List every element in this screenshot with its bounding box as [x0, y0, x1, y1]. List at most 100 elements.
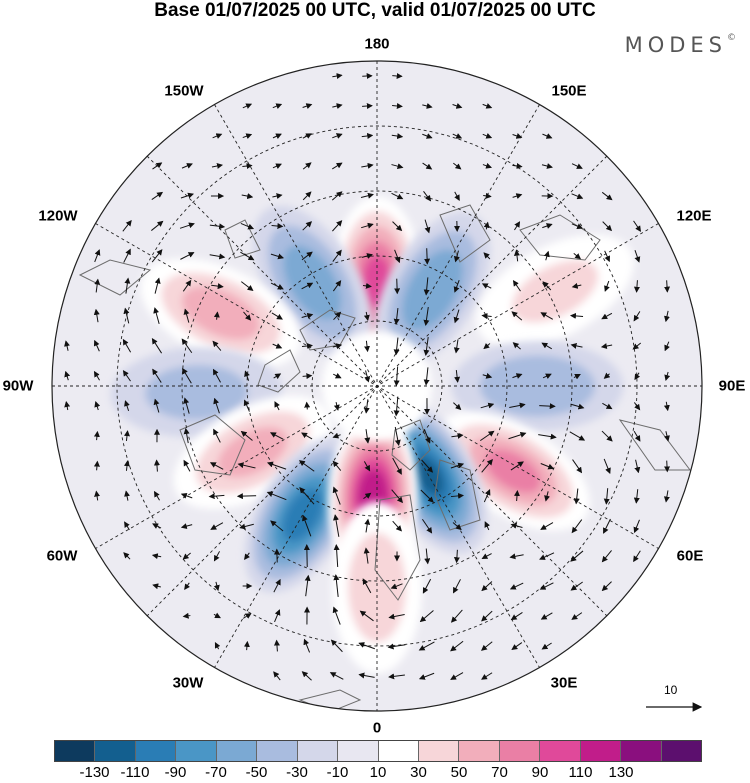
wind-vector [482, 372, 493, 379]
wind-vector [124, 460, 130, 471]
wind-vector [480, 430, 495, 442]
wind-vector [541, 642, 552, 650]
wind-vector [332, 249, 342, 262]
wind-vector [180, 252, 195, 260]
wind-vector [363, 547, 370, 564]
wind-vector [484, 521, 491, 531]
wind-vector [510, 612, 523, 621]
wind-vector [481, 313, 492, 320]
wind-vector [298, 460, 315, 472]
wind-vector [301, 671, 312, 681]
wind-vector [94, 249, 101, 263]
wind-vector [151, 191, 164, 200]
wind-vector [124, 430, 130, 441]
wind-vector [333, 574, 340, 597]
wind-vector [423, 191, 432, 202]
wind-vector [269, 432, 284, 440]
wind-vector [183, 427, 190, 444]
wind-vector [604, 250, 611, 263]
wind-vector [483, 342, 491, 350]
wind-vector [303, 638, 311, 653]
wind-vector [214, 641, 221, 650]
colorbar-tick-label: -130 [79, 764, 110, 781]
wind-vectors [64, 72, 671, 681]
wind-vector [570, 550, 584, 562]
wind-vector [601, 312, 613, 320]
wind-vector [483, 192, 492, 199]
wind-vector [153, 398, 160, 413]
wind-vector [212, 133, 223, 139]
wind-vector [633, 550, 641, 563]
wind-vector [331, 191, 343, 201]
colorbar-tick-label: 30 [410, 764, 427, 781]
wind-vector [540, 612, 553, 620]
wind-vector [124, 490, 130, 501]
wind-vector [364, 340, 370, 353]
wind-vector [243, 640, 250, 651]
colorbar-swatch [621, 741, 662, 761]
wind-vector [603, 458, 611, 475]
wind-vector [301, 251, 313, 261]
anomaly-blob [140, 258, 301, 368]
wind-vector [423, 367, 430, 386]
wind-vector [482, 133, 493, 139]
wind-vector [419, 610, 434, 623]
wind-vector [329, 672, 344, 680]
colorbar-tick-label: -90 [164, 764, 187, 781]
wind-vector [182, 552, 191, 560]
colorbar-tick-label: -10 [326, 764, 349, 781]
wind-vector [266, 491, 287, 501]
anomaly-blob [436, 411, 590, 531]
wind-vector [241, 193, 254, 200]
wind-vector [422, 578, 432, 594]
wind-vector [332, 103, 343, 109]
wind-vector [569, 431, 586, 441]
wind-vector [236, 493, 257, 500]
wind-vector [94, 490, 101, 501]
wind-vector [333, 401, 340, 411]
wind-vector [481, 581, 493, 592]
wind-vector [510, 461, 524, 471]
wind-vector [124, 277, 131, 294]
wind-vector [452, 522, 462, 531]
wind-vector [211, 283, 224, 290]
wind-vector [539, 582, 554, 590]
wind-vector [511, 311, 523, 321]
wind-vector [601, 550, 612, 563]
lon-label-30w: 30W [172, 674, 204, 692]
wind-vector [394, 426, 401, 446]
wind-vector [394, 249, 401, 264]
wind-vector [633, 402, 641, 411]
wind-vector [393, 366, 400, 387]
wind-vector [153, 490, 160, 501]
wind-vector [240, 281, 254, 292]
lon-label-150e: 150E [551, 82, 587, 100]
wind-vector [359, 610, 374, 622]
wind-vector [514, 490, 520, 502]
wind-vector [481, 610, 493, 622]
wind-vector [364, 370, 371, 383]
wind-vector [664, 280, 671, 293]
wind-vector [571, 282, 582, 289]
wind-vector [451, 432, 464, 439]
colorbar-tick-label: 130 [608, 764, 634, 781]
wind-vector [603, 518, 611, 534]
wind-vector [237, 462, 256, 469]
wind-vector [273, 671, 281, 681]
colorbar-swatch [55, 741, 96, 761]
wind-vector [393, 308, 400, 325]
wind-vector [361, 222, 374, 229]
wind-vector [361, 162, 374, 169]
wind-vector [512, 373, 523, 379]
wind-vector [539, 403, 556, 410]
wind-vector [272, 103, 283, 109]
wind-vector [151, 220, 164, 231]
wind-vector [272, 193, 283, 199]
wind-vector [601, 581, 612, 592]
wind-vector [213, 311, 220, 320]
wind-vector [483, 252, 491, 260]
lon-label-90e: 90E [718, 377, 746, 395]
wind-vector [424, 548, 431, 565]
reference-vector-value: 10 [664, 683, 678, 697]
wind-vector [210, 522, 224, 530]
